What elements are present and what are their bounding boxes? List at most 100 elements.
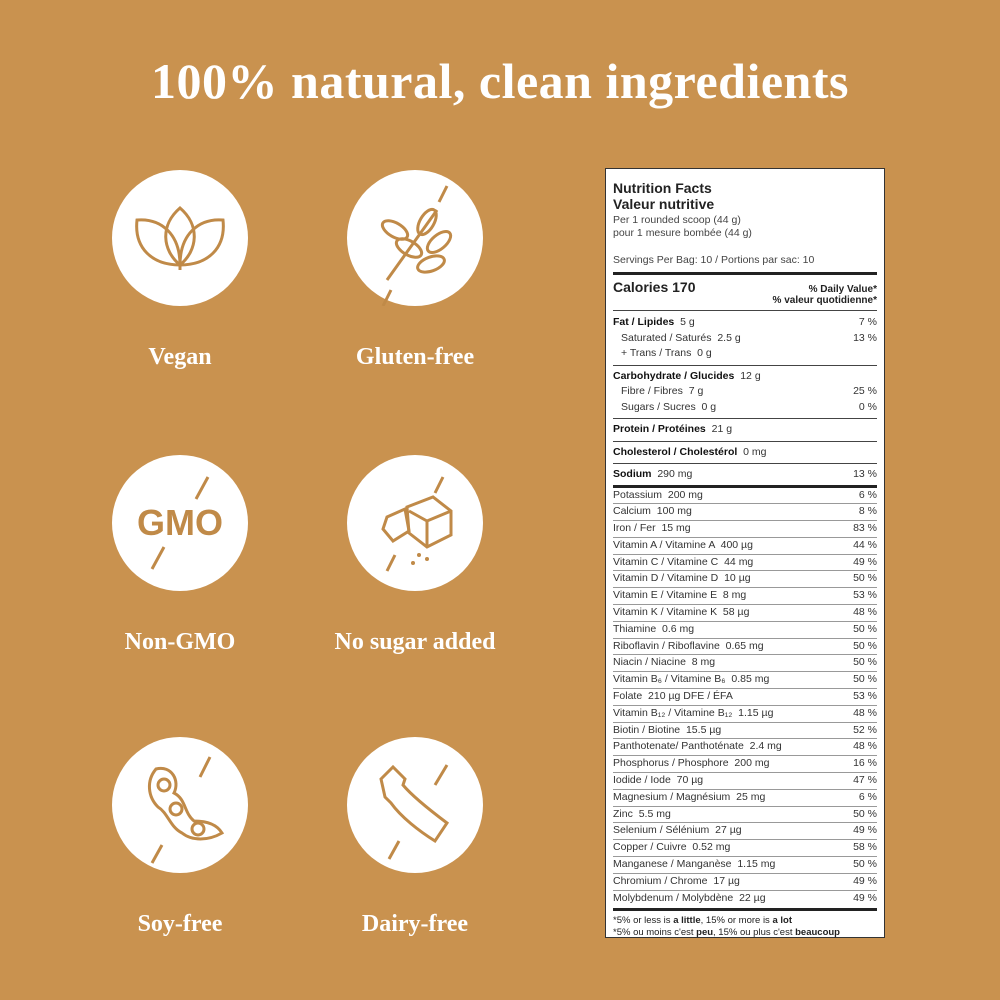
nutrient-name: Calcium [613, 505, 651, 518]
calories-row: Calories 170 % Daily Value* [613, 279, 877, 295]
nutrient-name: Magnesium / Magnésium [613, 790, 731, 803]
nutrient: Vitamin D / Vitamine D 10 µg [613, 571, 751, 587]
nutrient-amount: 7 g [688, 385, 704, 397]
rule [613, 889, 877, 891]
rule [613, 839, 877, 841]
footnotes: *5% or less is a little, 15% or more is … [613, 915, 877, 939]
daily-value: 53 % [853, 589, 877, 602]
nutrient-row: Fat / Lipides 5 g 7 % [613, 315, 877, 331]
badge-label: Dairy-free [361, 911, 469, 937]
nutrient-row: Riboflavin / Riboflavine 0.65 mg 50 % [613, 639, 877, 655]
nutrient: Iron / Fer 15 mg [613, 521, 691, 537]
footnote-part: a little [673, 915, 701, 927]
daily-value: 48 % [853, 606, 877, 619]
nutrient: Vitamin B₆ / Vitamine B₆ 0.85 mg [613, 672, 769, 688]
nutrient-amount: 21 g [711, 423, 733, 435]
footnote-part: *5% ou moins c'est [613, 927, 697, 939]
nutrient: Chromium / Chrome 17 µg [613, 874, 740, 890]
nutrient-row: Protein / Protéines 21 g [613, 422, 877, 438]
nutrient-name: Vitamin D / Vitamine D [613, 572, 719, 585]
nutrient-name: Vitamin B₆ / Vitamine B₆ [613, 673, 726, 686]
nutrient-name: Iron / Fer [613, 522, 656, 535]
daily-value: 8 % [858, 505, 877, 518]
rule [613, 440, 877, 442]
daily-value: 83 % [853, 522, 877, 535]
nutrient-amount: 210 µg DFE / ÉFA [648, 690, 733, 703]
nutrient-name: Sugars / Sucres [621, 400, 696, 413]
nutrient-amount: 58 µg [722, 606, 750, 619]
rule [613, 310, 877, 311]
daily-value: 13 % [853, 468, 877, 480]
daily-value: 50 % [853, 622, 877, 635]
nutrient-row: Chromium / Chrome 17 µg 49 % [613, 874, 877, 890]
nutrient: Zinc 5.5 mg [613, 807, 671, 823]
nutrient-name: Carbohydrate / Glucides [613, 369, 735, 382]
nutrient-row: Vitamin B₆ / Vitamine B₆ 0.85 mg 50 % [613, 672, 877, 688]
nutrient-name: Folate [613, 690, 643, 703]
nutrient-row: + Trans / Trans 0 g [613, 346, 877, 362]
rule [613, 484, 877, 488]
nutrient-amount: 5 g [680, 316, 695, 328]
nutrient: Fat / Lipides 5 g [613, 315, 695, 331]
nutrient: Fibre / Fibres 7 g [621, 384, 703, 400]
nutrient: Vitamin K / Vitamine K 58 µg [613, 605, 749, 621]
rule [613, 788, 877, 790]
icon-text: GMO [137, 502, 223, 543]
nutrient: Vitamin C / Vitamine C 44 mg [613, 555, 753, 571]
badge: Vegan [70, 170, 290, 371]
nutrient-name: Protein / Protéines [613, 423, 706, 435]
nutrient-amount: 0 mg [743, 445, 767, 458]
footnote-part: , 15% or more is [700, 915, 773, 927]
nutrient-row: Saturated / Saturés 2.5 g 13 % [613, 331, 877, 347]
rule [613, 738, 877, 740]
nutrient-row: Vitamin K / Vitamine K 58 µg 48 % [613, 605, 877, 621]
nutrient-name: Chromium / Chrome [613, 874, 708, 887]
dv-header: % Daily Value* [808, 284, 877, 295]
rule [613, 520, 877, 522]
nutrient: Calcium 100 mg [613, 504, 692, 520]
nutrient-row: Carbohydrate / Glucides 12 g [613, 369, 877, 385]
nutrient: Vitamin E / Vitamine E 8 mg [613, 588, 746, 604]
nutrient-name: Sodium [613, 468, 652, 480]
nutrient: Molybdenum / Molybdène 22 µg [613, 891, 766, 907]
nutrient-amount: 17 µg [713, 874, 740, 887]
nutrient-name: Cholesterol / Cholestérol [613, 445, 738, 458]
rule [613, 822, 877, 824]
nutrient-name: Selenium / Sélénium [613, 824, 710, 837]
daily-value: 13 % [853, 331, 877, 344]
nutrient-amount: 0.85 mg [731, 673, 770, 686]
dv-header: % valeur quotidienne* [772, 295, 877, 306]
nutrient: Vitamin A / Vitamine A 400 µg [613, 538, 753, 554]
nutrient-name: Saturated / Saturés [621, 331, 712, 344]
nutrient: Niacin / Niacine 8 mg [613, 655, 715, 671]
label-title: Nutrition Facts [613, 180, 712, 196]
gluten-free-icon [347, 170, 483, 306]
nutrient-name: Vitamin B₁₂ / Vitamine B₁₂ [613, 706, 733, 719]
daily-value: 53 % [853, 690, 877, 703]
nutrient-name: Iodide / Iode [613, 774, 671, 787]
badge: Soy-free [70, 737, 290, 938]
nutrient-name: Vitamin C / Vitamine C [613, 555, 719, 568]
daily-value: 58 % [853, 841, 877, 854]
rule [613, 654, 877, 656]
nutrient-amount: 1.15 µg [738, 706, 774, 719]
nutrient-amount: 27 µg [715, 824, 742, 837]
badge: Gluten-free [305, 170, 525, 371]
nutrient-amount: 0 g [701, 400, 717, 413]
nutrient-row: Vitamin A / Vitamine A 400 µg 44 % [613, 538, 877, 554]
nutrient-row: Fibre / Fibres 7 g 25 % [613, 384, 877, 400]
nutrient-name: + Trans / Trans [621, 347, 692, 359]
daily-value: 25 % [853, 385, 877, 397]
servings: Servings Per Bag: 10 / Portions par sac:… [613, 254, 815, 266]
nutrient-name: Copper / Cuivre [613, 841, 687, 854]
nutrient-name: Manganese / Manganèse [613, 858, 732, 871]
nutrient-name: Panthotenate/ Panthoténate [613, 740, 744, 753]
no-sugar-icon [347, 455, 483, 591]
daily-value: 50 % [853, 858, 877, 871]
daily-value: 49 % [853, 555, 877, 568]
nutrient-name: Fat / Lipides [613, 316, 675, 328]
nutrient-row: Cholesterol / Cholestérol 0 mg [613, 445, 877, 461]
daily-value: 7 % [858, 316, 877, 328]
rule [613, 772, 877, 774]
soy-free-icon [112, 737, 248, 873]
